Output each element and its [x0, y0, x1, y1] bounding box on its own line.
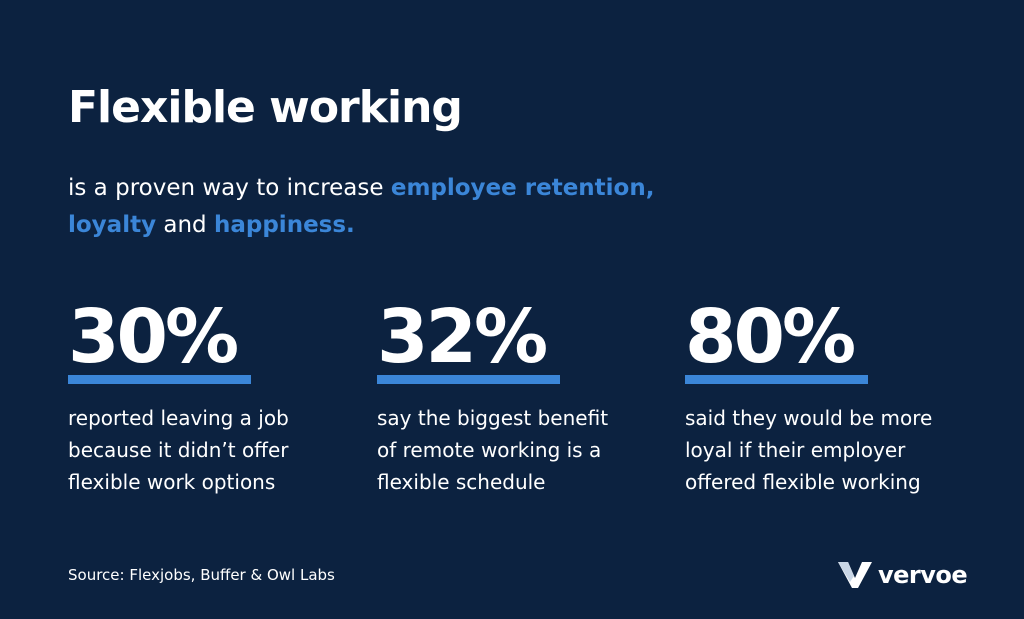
subtitle: is a proven way to increase employee ret…	[68, 170, 768, 244]
subtitle-highlight-loyalty: loyalty	[68, 212, 157, 238]
subtitle-prefix: is a proven way to increase	[68, 175, 391, 201]
stat-block-1: 30% reported leaving a job because it di…	[68, 298, 368, 498]
page-title: Flexible working	[68, 82, 463, 133]
stat-description-line: because it didn’t offer	[68, 438, 289, 462]
brand-logo: vervoe	[838, 560, 968, 590]
stat-underline	[68, 375, 251, 384]
source-citation: Source: Flexjobs, Buffer & Owl Labs	[68, 566, 335, 584]
stat-block-3: 80% said they would be more loyal if the…	[685, 298, 985, 498]
stat-description-line: flexible schedule	[377, 470, 546, 494]
brand-name: vervoe	[878, 561, 968, 589]
stat-value-wrap: 32%	[377, 294, 560, 384]
subtitle-highlight-retention: employee retention,	[390, 175, 655, 201]
stat-description: say the biggest benefit of remote workin…	[377, 402, 677, 498]
stat-underline	[377, 375, 560, 384]
stat-description-line: of remote working is a	[377, 438, 602, 462]
stat-description-line: say the biggest benefit	[377, 406, 609, 430]
stat-description-line: flexible work options	[68, 470, 276, 494]
stat-value: 32%	[377, 294, 548, 380]
stat-description-line: said they would be more	[685, 406, 933, 430]
stat-value: 30%	[68, 294, 239, 380]
stat-underline	[685, 375, 868, 384]
stat-value: 80%	[685, 294, 856, 380]
subtitle-highlight-happiness: happiness.	[213, 212, 355, 238]
stat-value-wrap: 80%	[685, 294, 868, 384]
stat-description: said they would be more loyal if their e…	[685, 402, 985, 498]
stat-value-wrap: 30%	[68, 294, 251, 384]
stat-block-2: 32% say the biggest benefit of remote wo…	[377, 298, 677, 498]
stat-description-line: reported leaving a job	[68, 406, 289, 430]
stat-description-line: offered flexible working	[685, 470, 921, 494]
stat-description-line: loyal if their employer	[685, 438, 906, 462]
stat-description: reported leaving a job because it didn’t…	[68, 402, 368, 498]
subtitle-connector: and	[156, 212, 214, 238]
vervoe-logo-mark-icon	[838, 562, 872, 588]
